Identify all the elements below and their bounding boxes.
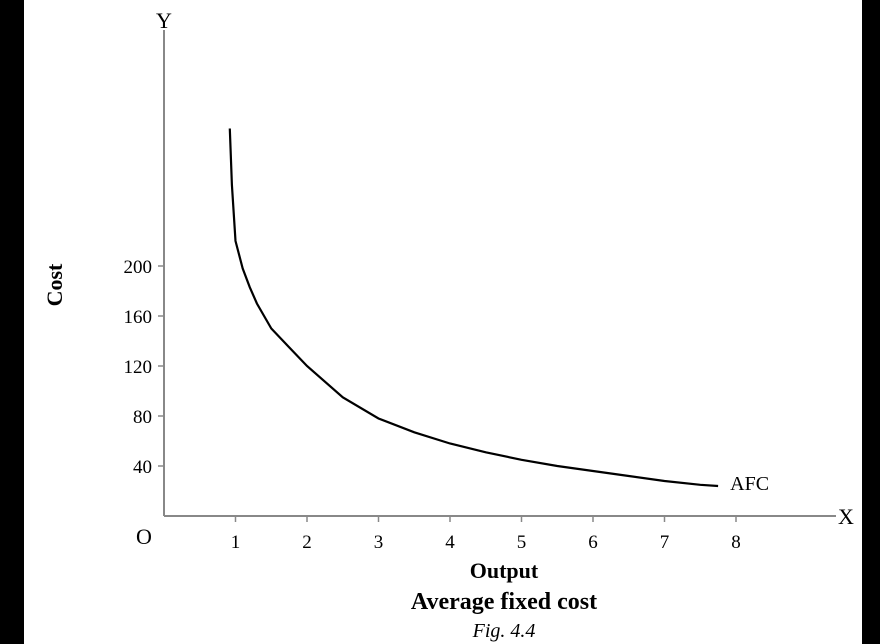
x-tick-label: 3 bbox=[374, 532, 384, 553]
x-tick-label: 4 bbox=[445, 532, 455, 553]
x-axis-letter: X bbox=[838, 504, 854, 529]
y-tick-group: 40 80 120 160 200 bbox=[124, 257, 164, 478]
series-label-afc: AFC bbox=[730, 473, 769, 495]
x-tick-group: 1 2 3 4 5 6 7 8 bbox=[231, 516, 741, 553]
afc-chart: Y X O 40 80 120 160 200 1 2 3 4 5 6 7 8 Cost AFC Ou… bbox=[42, 8, 854, 642]
x-axis-label: Output bbox=[470, 558, 539, 583]
y-axis-letter: Y bbox=[156, 8, 172, 33]
x-tick-label: 6 bbox=[588, 532, 598, 553]
y-tick-label: 160 bbox=[124, 307, 153, 328]
x-tick-label: 1 bbox=[231, 532, 241, 553]
y-tick-label: 40 bbox=[133, 457, 152, 478]
chart-caption: Average fixed cost bbox=[411, 589, 597, 615]
origin-label: O bbox=[136, 524, 152, 549]
y-tick-label: 200 bbox=[124, 257, 153, 278]
y-tick-label: 80 bbox=[133, 407, 152, 428]
x-tick-label: 5 bbox=[517, 532, 527, 553]
x-tick-label: 8 bbox=[731, 532, 741, 553]
x-tick-label: 7 bbox=[660, 532, 670, 553]
y-tick-label: 120 bbox=[124, 357, 153, 378]
series-line-afc bbox=[228, 128, 719, 488]
x-tick-label: 2 bbox=[302, 532, 312, 553]
y-axis-label: Cost bbox=[42, 263, 67, 306]
chart-panel: Y X O 40 80 120 160 200 1 2 3 4 5 6 7 8 Cost AFC Ou… bbox=[24, 0, 862, 644]
figure-label: Fig. 4.4 bbox=[472, 620, 536, 642]
